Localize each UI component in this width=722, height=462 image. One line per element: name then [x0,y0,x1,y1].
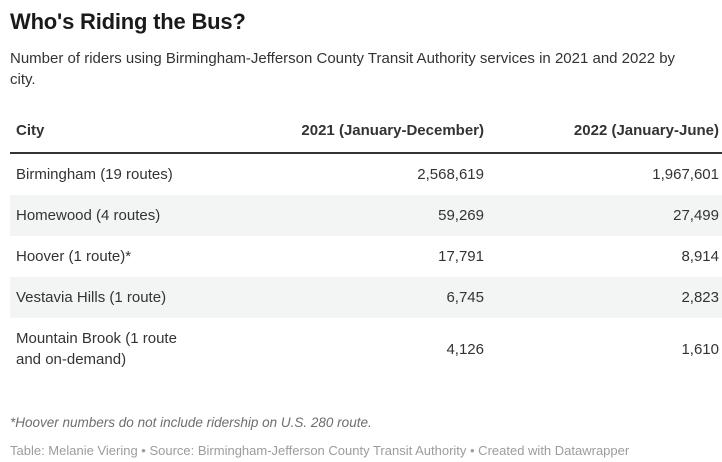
value-2022-cell: 1,967,601 [652,166,719,184]
value-2021-cell: 59,269 [202,195,487,237]
city-cell: Homewood (4 routes) [10,195,202,237]
city-cell: Mountain Brook (1 route and on-demand) [16,330,177,369]
city-cell: Hoover (1 route)* [16,248,132,266]
value-2022-cell: 27,499 [487,195,722,237]
value-2022-cell: 8,914 [681,248,719,266]
attribution-line: Table: Melanie Viering • Source: Birming… [10,443,630,459]
table-row: Mountain Brook (1 route and on-demand) 4,… [10,318,722,380]
value-2022-cell: 2,823 [487,277,722,319]
table-row: Vestavia Hills (1 route) 6,745 2,823 [10,277,722,319]
city-cell: Vestavia Hills (1 route) [10,277,202,319]
column-header-city: City [10,110,202,155]
column-header-2022: 2022 (January-June) [487,110,722,155]
data-table-container: City 2021 (January-December) 2022 (Janua… [5,110,722,380]
ridership-table: City 2021 (January-December) 2022 (Janua… [10,110,722,380]
table-row: Homewood (4 routes) 59,269 27,499 [10,195,722,237]
table-row: Hoover (1 route)* 17,791 8,914 [10,236,722,277]
value-2022-cell: 1,610 [681,340,719,358]
footnote: *Hoover numbers do not include ridership… [10,415,372,431]
value-2021-cell: 2,568,619 [417,166,484,184]
column-header-2021: 2021 (January-December) [202,110,487,155]
table-row: Birmingham (19 routes) 2,568,619 1,967,601 [10,153,722,195]
page-subtitle: Number of riders using Birmingham-Jeffer… [10,50,676,89]
page-title: Who's Riding the Bus? [10,9,246,34]
table-header-row: City 2021 (January-December) 2022 (Janua… [10,110,722,155]
value-2021-cell: 17,791 [438,248,484,266]
city-cell: Birmingham (19 routes) [16,166,173,184]
value-2021-cell: 6,745 [202,277,487,319]
value-2021-cell: 4,126 [446,340,484,358]
